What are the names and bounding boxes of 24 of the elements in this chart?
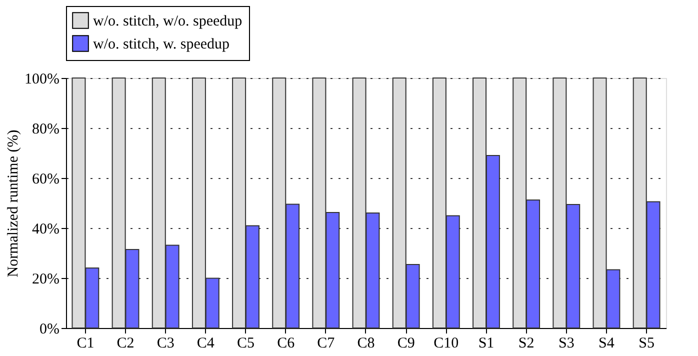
- y-axis-title: Normalized runtime (%): [6, 130, 22, 278]
- y-tick-label: 60%: [32, 172, 60, 188]
- y-tick-label: 20%: [32, 272, 60, 288]
- x-tick-label: S3: [558, 336, 574, 352]
- y-tick-label: 80%: [32, 122, 60, 138]
- x-tick-label: S2: [518, 336, 534, 352]
- x-tick-label: C2: [116, 336, 134, 352]
- y-tick-label: 40%: [32, 222, 60, 238]
- y-tick-label: 100%: [24, 72, 60, 88]
- x-tick-label: C5: [237, 336, 255, 352]
- x-tick-label: C4: [196, 336, 215, 352]
- x-tick-label: C7: [317, 336, 336, 352]
- x-tick-label: C8: [357, 336, 375, 352]
- x-tick-label: S1: [478, 336, 494, 352]
- x-tick-label: S5: [638, 336, 654, 352]
- legend-label: w/o. stitch, w/o. speedup: [93, 14, 242, 30]
- y-tick-label: 0%: [40, 322, 60, 338]
- x-tick-label: C9: [397, 336, 415, 352]
- x-tick-label: C6: [277, 336, 296, 352]
- x-tick-label: C3: [156, 336, 174, 352]
- x-tick-label: C1: [76, 336, 94, 352]
- legend-label: w/o. stitch, w. speedup: [93, 36, 230, 52]
- x-tick-label: C10: [434, 336, 459, 352]
- x-tick-label: S4: [598, 336, 615, 352]
